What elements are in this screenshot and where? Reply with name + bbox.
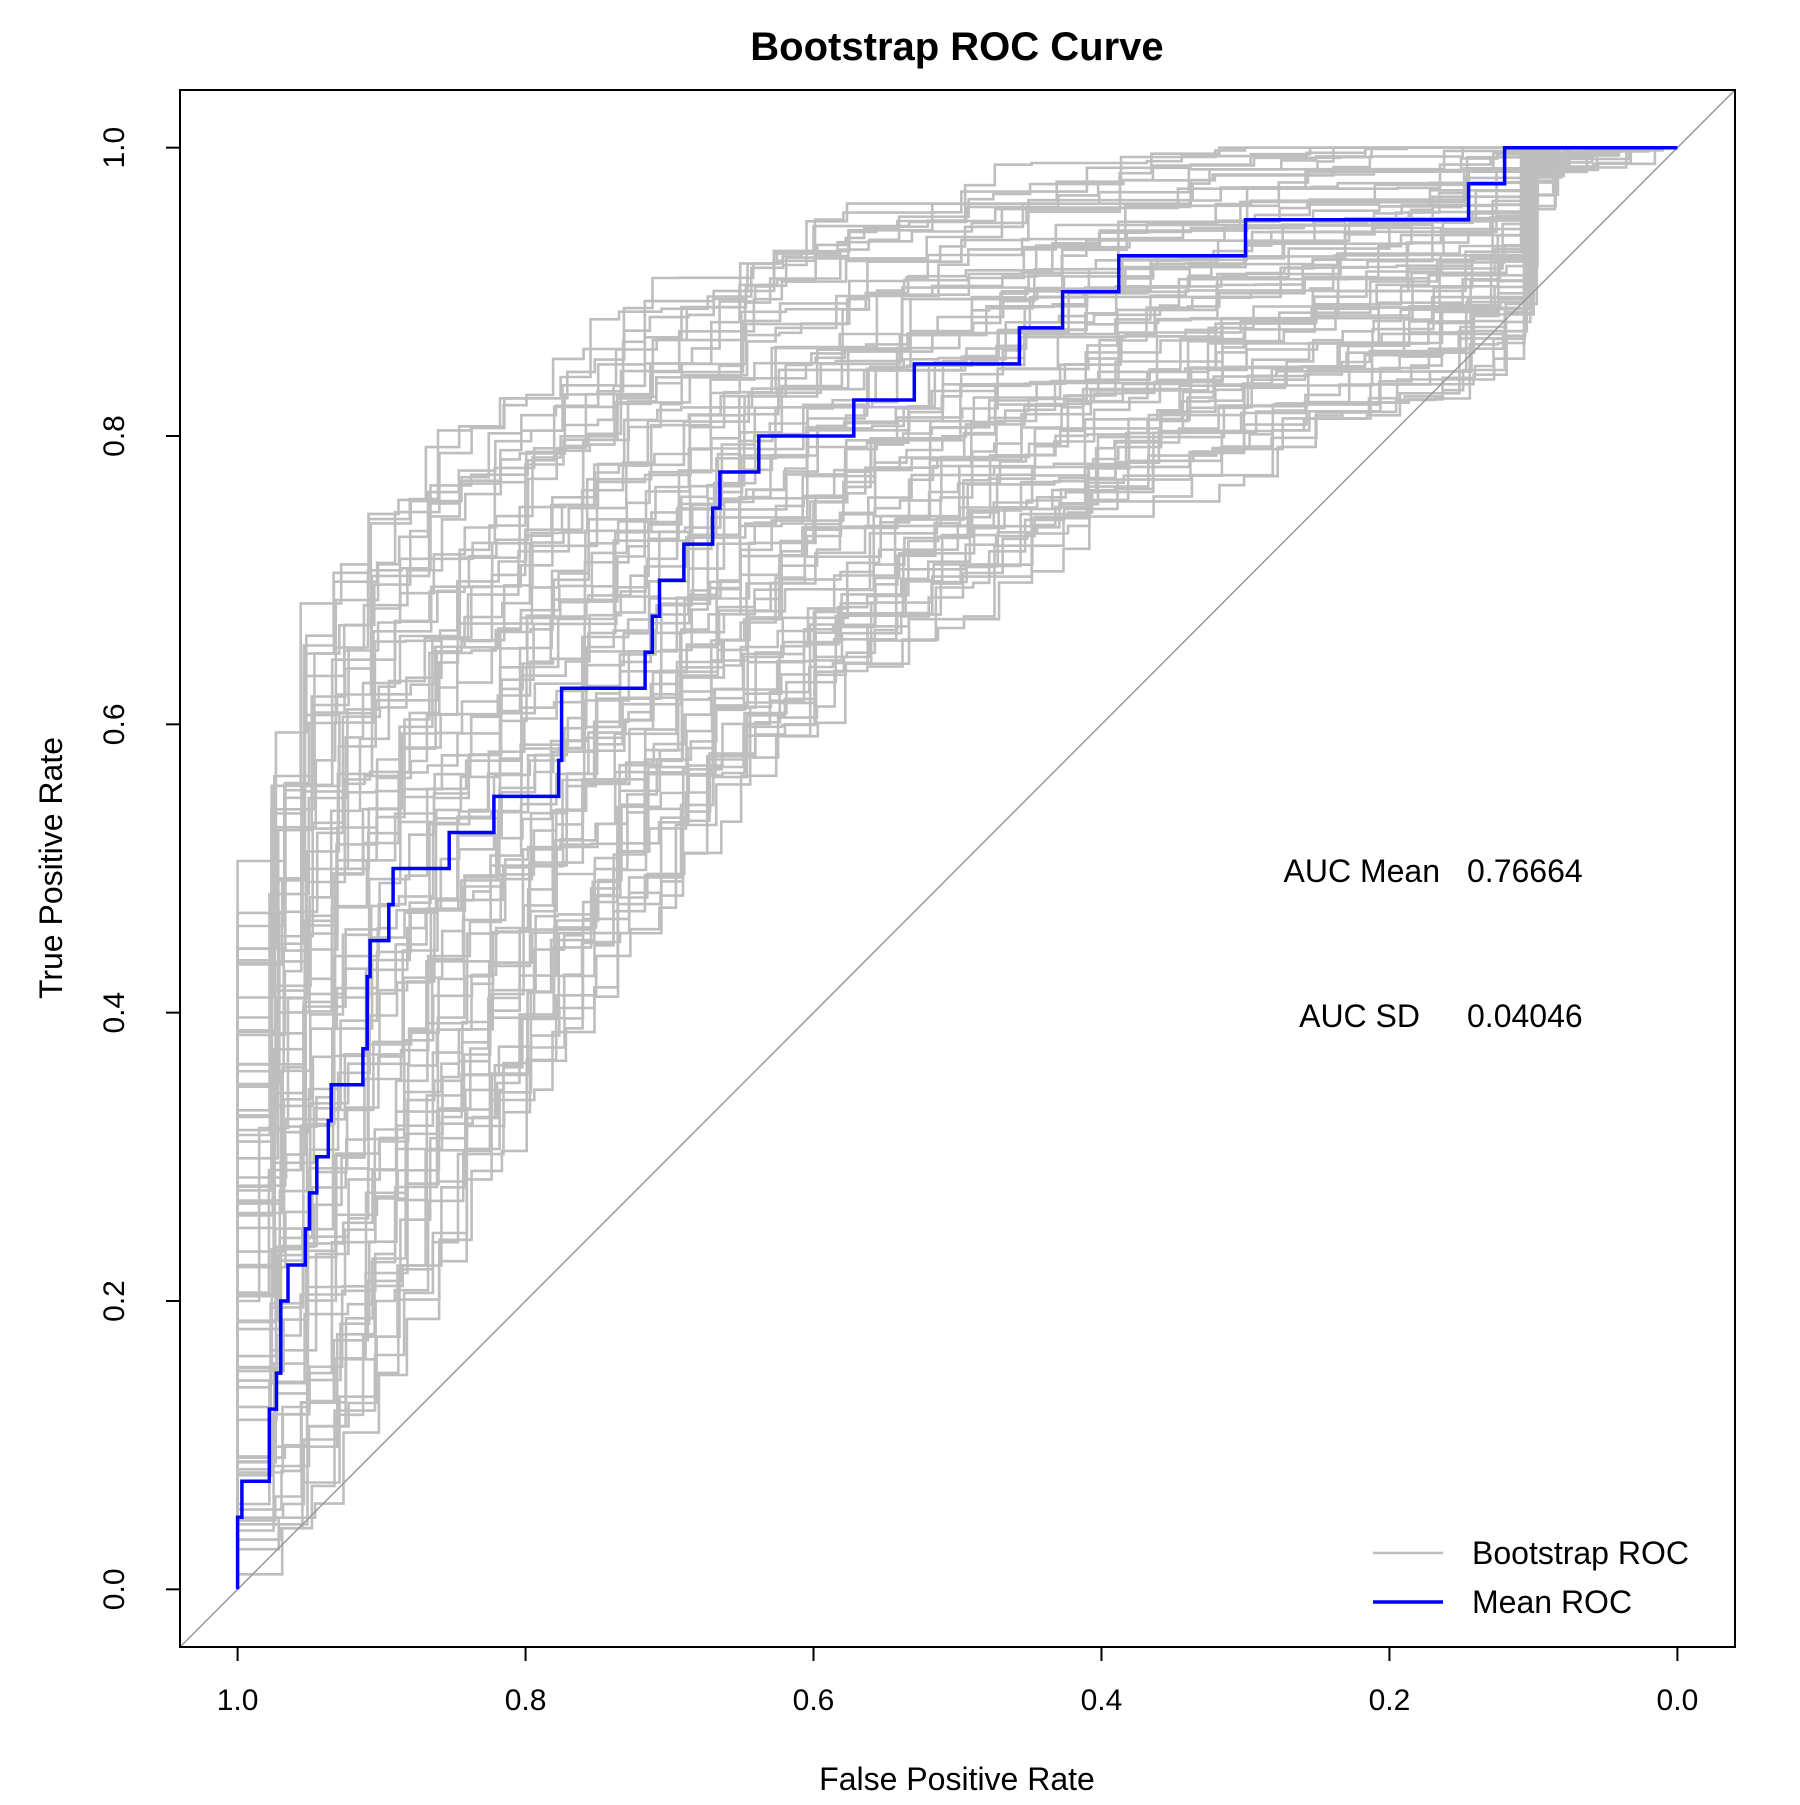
auc-mean-label: AUC Mean	[1284, 853, 1441, 889]
bootstrap-roc-curve	[236, 146, 1661, 1590]
bootstrap-roc-curve	[236, 146, 1660, 1590]
auc-annotations: AUC Mean 0.76664 AUC SD 0.04046	[1284, 853, 1583, 1034]
y-tick-label: 0.8	[98, 415, 131, 457]
mean-roc-layer	[235, 145, 1678, 1590]
auc-mean-value: 0.76664	[1467, 853, 1583, 889]
bootstrap-roc-curve	[236, 146, 1663, 1590]
bootstrap-roc-curve	[236, 146, 1652, 1590]
y-tick-label: 0.4	[98, 992, 131, 1034]
y-axis-label: True Positive Rate	[33, 737, 69, 999]
legend-label-mean: Mean ROC	[1472, 1584, 1632, 1620]
bootstrap-roc-curve	[236, 146, 1654, 1590]
chart-title: Bootstrap ROC Curve	[750, 25, 1163, 69]
bootstrap-roc-median-curve	[236, 146, 1555, 1590]
legend-label-bootstrap: Bootstrap ROC	[1472, 1535, 1689, 1571]
bootstrap-roc-curve	[236, 146, 1648, 1590]
bootstrap-roc-curve	[236, 146, 1661, 1590]
x-tick-label: 1.0	[217, 1684, 259, 1717]
y-tick-label: 1.0	[98, 127, 131, 169]
reference-diagonal-line	[179, 89, 1736, 1648]
bootstrap-roc-curve	[236, 146, 1662, 1590]
bootstrap-roc-curve	[236, 146, 1662, 1590]
bootstrap-roc-curve	[236, 146, 1661, 1590]
x-tick-label: 0.0	[1657, 1684, 1699, 1717]
y-tick-label: 0.2	[98, 1280, 131, 1322]
bootstrap-roc-curve	[236, 146, 1663, 1590]
x-tick-label: 0.4	[1081, 1684, 1123, 1717]
x-tick-label: 0.6	[793, 1684, 835, 1717]
bootstrap-roc-curve	[236, 146, 1650, 1590]
reference-diagonal	[179, 89, 1736, 1648]
auc-sd-label: AUC SD	[1299, 998, 1420, 1034]
axes: 1.0 0.8 0.6 0.4 0.2 0.0 0.0 0.2 0.4 0.6 0.8 1.0	[98, 89, 1736, 1717]
bootstrap-roc-curve	[236, 146, 1656, 1590]
x-tick-label: 0.2	[1369, 1684, 1411, 1717]
bootstrap-curves	[236, 146, 1665, 1590]
bootstrap-roc-curve	[236, 146, 1650, 1590]
bootstrap-roc-curve	[236, 146, 1650, 1590]
legend: Bootstrap ROC Mean ROC	[1373, 1535, 1689, 1620]
mean-roc-curve	[235, 145, 1678, 1590]
bootstrap-roc-curve	[236, 146, 1661, 1590]
y-tick-label: 0.6	[98, 703, 131, 745]
bootstrap-roc-curve	[236, 146, 1660, 1590]
bootstrap-roc-curve	[236, 146, 1661, 1590]
y-tick-label: 0.0	[98, 1568, 131, 1610]
x-axis-label: False Positive Rate	[819, 1761, 1095, 1797]
auc-sd-value: 0.04046	[1467, 998, 1583, 1034]
bootstrap-roc-curve	[236, 146, 1651, 1590]
bootstrap-roc-curve	[236, 146, 1657, 1590]
bootstrap-roc-curve	[236, 146, 1649, 1590]
bootstrap-roc-curve	[236, 146, 1652, 1590]
x-tick-label: 0.8	[505, 1684, 547, 1717]
bootstrap-roc-curve	[236, 146, 1656, 1590]
bootstrap-roc-curve	[236, 146, 1658, 1590]
bootstrap-roc-curve	[236, 146, 1663, 1590]
bootstrap-roc-curve	[236, 146, 1650, 1590]
bootstrap-roc-curve	[236, 146, 1657, 1590]
bootstrap-roc-curve	[236, 146, 1657, 1590]
